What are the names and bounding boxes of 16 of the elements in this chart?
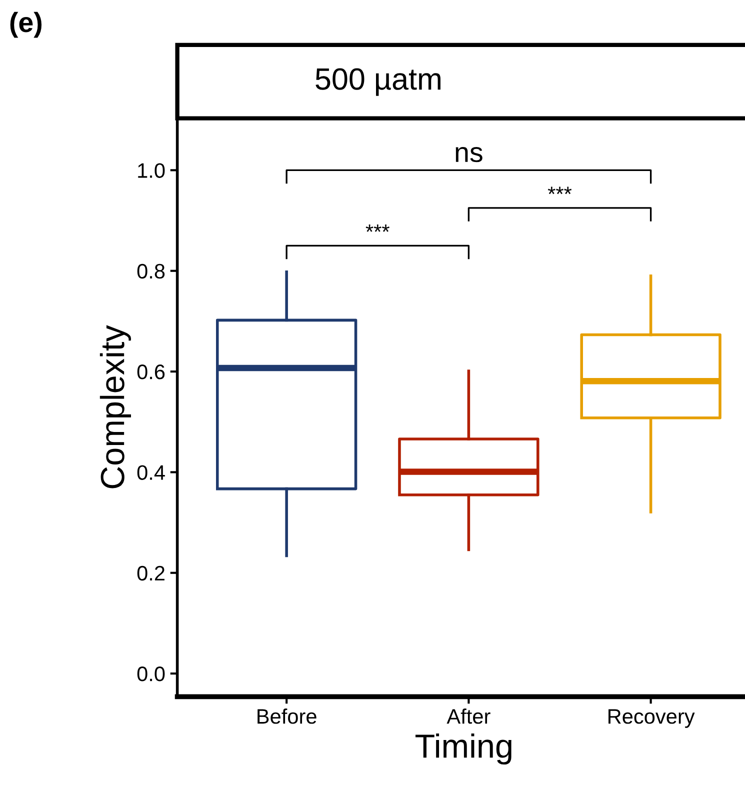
x-tick-label: After [446, 708, 490, 724]
annotation: ns [456, 146, 482, 162]
y-tick-label: 0.2 [137, 566, 164, 581]
chart-title: 500 µatm [316, 68, 440, 96]
x-tick-label: Before [258, 708, 316, 724]
y-tick-label: 1.0 [138, 163, 165, 178]
annotation: *** [366, 224, 390, 232]
x-tick-label: Recovery [608, 709, 695, 728]
y-tick-label: 0.6 [137, 364, 165, 380]
y-axis-title: Complexity [100, 325, 131, 488]
x-axis-title: Timing [416, 733, 512, 765]
y-tick-label: 0.0 [137, 666, 165, 682]
y-tick-label: 0.4 [137, 465, 165, 480]
y-tick-label: 0.8 [137, 264, 165, 279]
text: (e) [10, 12, 42, 38]
annotation: *** [548, 186, 572, 194]
